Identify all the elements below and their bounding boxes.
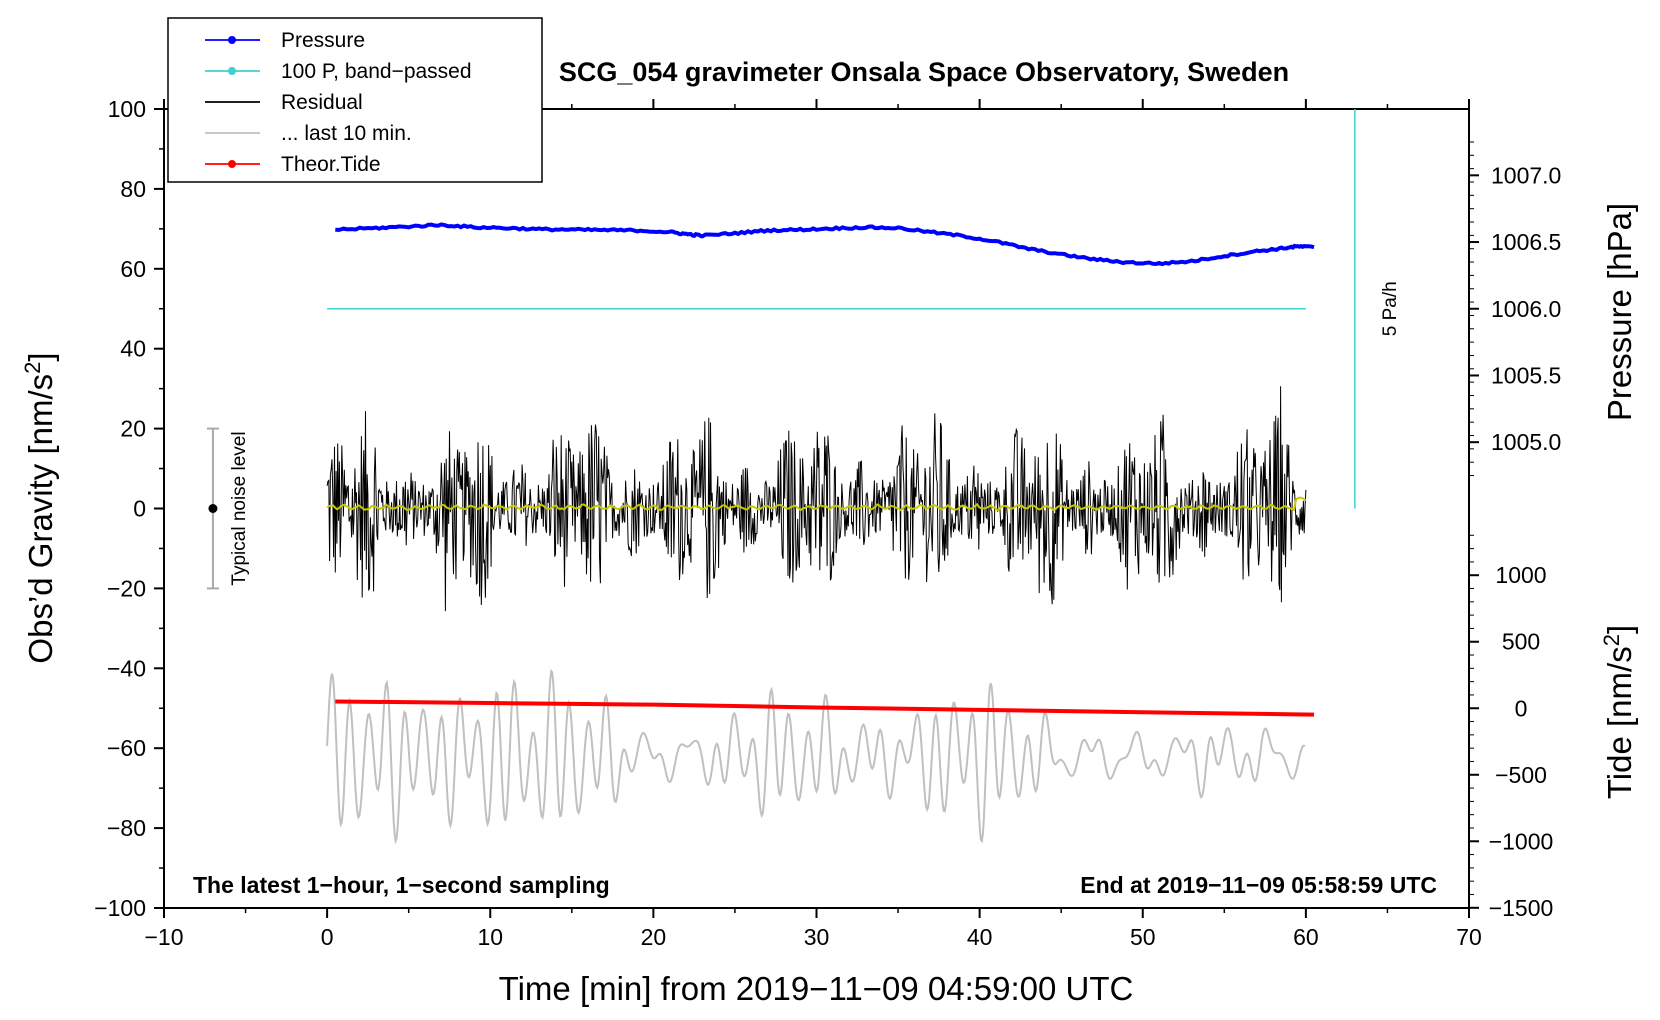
note-end-time: End at 2019−11−09 05:58:59 UTC [1080, 872, 1437, 898]
last-10-min-line [326, 668, 1306, 845]
note-sampling: The latest 1−hour, 1−second sampling [193, 872, 610, 898]
pressure-line [335, 222, 1315, 267]
legend-label: ... last 10 min. [281, 122, 412, 145]
legend-label: 100 P, band−passed [281, 60, 472, 83]
noise-bar-label: Typical noise level [229, 431, 250, 585]
legend-swatch-dot [228, 36, 236, 44]
pressure-tick-label: 1007.0 [1491, 162, 1561, 188]
tide-axis-title-sup: 2 [1599, 634, 1624, 646]
tide-tick-label: −1500 [1489, 895, 1554, 921]
y-axis-title: Obs’d Gravity [nm/s2] [20, 352, 59, 663]
y-tick-label: 40 [120, 336, 146, 362]
chart-title: SCG_054 gravimeter Onsala Space Observat… [559, 57, 1289, 87]
rate-bar-label: 5 Pa/h [1380, 281, 1401, 336]
y-tick-label: 60 [120, 256, 146, 282]
x-tick-label: 70 [1456, 924, 1482, 950]
y-axis-ticks: 100 80 60 40 20 0 −20 −40 −60 −80 −100 [94, 96, 164, 921]
pressure-axis-ticks: 1007.0 1006.5 1006.0 1005.5 1005.0 [1469, 141, 1561, 477]
legend-items: Pressure 100 P, band−passed Residual ... la… [205, 29, 472, 176]
pressure-tick-label: 1005.0 [1491, 429, 1561, 455]
y-axis-title-close: ] [22, 352, 59, 361]
pressure-tick-label: 1005.5 [1491, 362, 1561, 388]
y-tick-label: −60 [107, 735, 146, 761]
pressure-tick-label: 1006.5 [1491, 229, 1561, 255]
tide-axis-title-close: ] [1601, 625, 1638, 634]
noise-bar-dot [208, 504, 218, 513]
x-tick-label: 0 [321, 924, 334, 950]
tide-axis-title-text: Tide [nm/s [1601, 646, 1638, 799]
running-mean-line [326, 496, 1307, 512]
x-tick-label: 40 [967, 924, 993, 950]
tide-tick-label: 0 [1515, 695, 1528, 721]
tide-axis-ticks: 1000 500 0 −500 −1000 −1500 [1469, 534, 1554, 921]
x-tick-label: −10 [144, 924, 183, 950]
legend-label: Theor.Tide [281, 153, 381, 176]
tide-tick-label: 500 [1502, 629, 1540, 655]
tide-tick-label: −1000 [1489, 828, 1554, 854]
legend-swatch-dot [228, 160, 236, 168]
legend-label: Pressure [281, 29, 365, 52]
x-tick-label: 60 [1293, 924, 1319, 950]
x-tick-label: 20 [641, 924, 667, 950]
x-axis-title: Time [min] from 2019−11−09 04:59:00 UTC [499, 970, 1134, 1007]
pressure-tick-label: 1006.0 [1491, 296, 1561, 322]
tide-tick-label: 1000 [1495, 562, 1546, 588]
tide-line [335, 699, 1315, 717]
y-tick-label: 80 [120, 176, 146, 202]
annotation-layer: Typical noise level 5 Pa/h [206, 109, 1401, 590]
x-tick-label: 50 [1130, 924, 1156, 950]
y-tick-label: 0 [133, 496, 146, 522]
y-axis-title-text: Obs’d Gravity [nm/s [22, 374, 59, 664]
x-tick-label: 30 [804, 924, 830, 950]
y-tick-label: −20 [107, 575, 146, 601]
y-tick-label: 20 [120, 416, 146, 442]
legend-swatch-dot [228, 67, 236, 75]
y-tick-label: −40 [107, 655, 146, 681]
tide-tick-label: −500 [1495, 762, 1547, 788]
pressure-axis-title: Pressure [hPa] [1601, 203, 1638, 421]
series-layer [326, 222, 1315, 845]
y-tick-label: −100 [94, 895, 146, 921]
legend-box [167, 17, 543, 183]
tide-axis-title: Tide [nm/s2] [1599, 625, 1638, 799]
y-tick-label: 100 [108, 96, 146, 122]
residual-line [326, 386, 1307, 612]
y-tick-label: −80 [107, 815, 146, 841]
y-axis-title-sup: 2 [20, 362, 45, 374]
x-tick-label: 10 [477, 924, 503, 950]
legend: Pressure 100 P, band−passed Residual ... la… [167, 17, 543, 183]
legend-label: Residual [281, 91, 363, 114]
